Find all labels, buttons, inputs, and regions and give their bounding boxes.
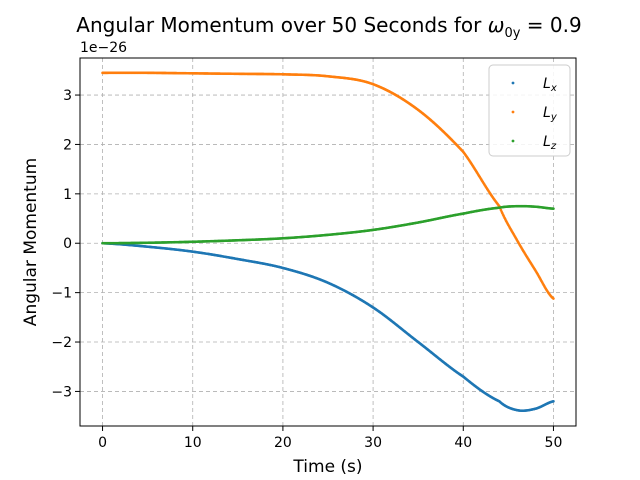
x-tick-label-3: 30 — [364, 435, 382, 451]
y-tick-label-1: −2 — [51, 335, 72, 351]
legend-label-sub-y: y — [550, 112, 558, 123]
y-axis-label: Angular Momentum — [21, 158, 41, 326]
y-offset-text: 1e−26 — [80, 40, 127, 56]
legend-label-sub-x: x — [550, 83, 557, 94]
chart-title: Angular Momentum over 50 Seconds for ω0y… — [76, 13, 581, 41]
point-z-600 — [552, 207, 555, 210]
y-tick-label-0: −3 — [51, 384, 72, 400]
chart-title-omega: ω — [488, 13, 505, 37]
y-tick-label-6: 3 — [63, 88, 72, 104]
grid — [80, 58, 576, 426]
legend-label-base-y: L — [543, 105, 551, 121]
legend-label-base-z: L — [543, 134, 551, 150]
y-tick-label-5: 2 — [63, 137, 72, 153]
series-z — [101, 204, 555, 245]
legend-label-base-x: L — [543, 76, 551, 92]
legend-label-sub-z: z — [550, 141, 557, 152]
series-y — [101, 71, 555, 300]
y-tick-label-3: 0 — [63, 236, 72, 252]
series-x — [101, 241, 555, 413]
y-tick-label-2: −1 — [51, 286, 72, 302]
chart-title-text: Angular Momentum over 50 Seconds for — [76, 13, 487, 37]
legend-marker-z — [511, 139, 515, 143]
ticks: 0 10 20 30 40 50 −3 −2 −1 0 1 2 3 — [51, 88, 562, 451]
legend-box — [488, 64, 571, 157]
legend-label-y: Ly — [543, 105, 558, 123]
y-tick-label-4: 1 — [63, 187, 72, 203]
x-tick-label-5: 50 — [545, 435, 563, 451]
point-y-600 — [552, 297, 555, 300]
plot-area-frame — [79, 57, 577, 427]
chart-title-value: = 0.9 — [520, 13, 581, 37]
legend-marker-y — [511, 110, 515, 114]
x-axis-label: Time (s) — [292, 457, 362, 477]
chart-title-omega-sub: 0y — [504, 26, 520, 41]
legend-marker-x — [511, 81, 515, 85]
series-layer — [101, 71, 555, 413]
point-x-600 — [552, 400, 555, 403]
legend-label-x: Lx — [543, 76, 557, 94]
x-tick-label-4: 40 — [454, 435, 472, 451]
x-tick-label-2: 20 — [274, 435, 292, 451]
x-tick-label-0: 0 — [98, 435, 107, 451]
legend-label-z: Lz — [543, 134, 557, 152]
x-tick-label-1: 10 — [184, 435, 202, 451]
